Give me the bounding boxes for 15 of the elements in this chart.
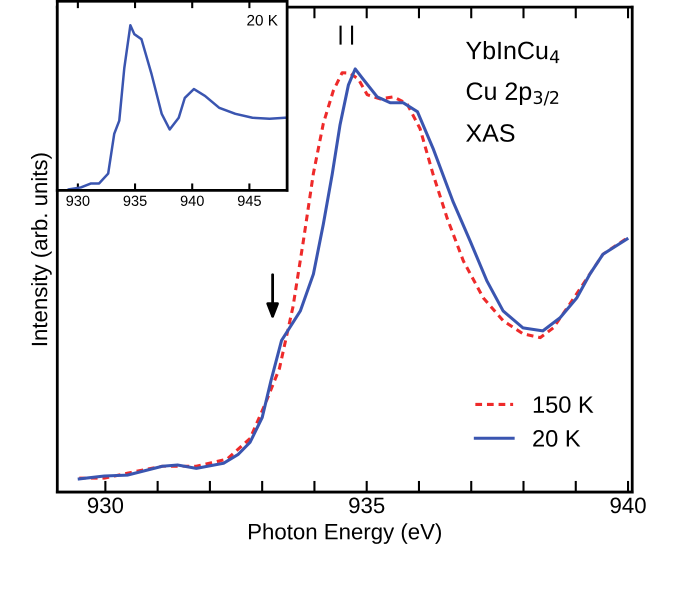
annotation: Cu 2p$_{3/2}$ [466,82,558,106]
x-tick-label: 930 [88,498,124,514]
legend-label: 20 K [533,430,580,447]
x-tick-label: 940 [180,196,204,206]
x-tick-label: 935 [349,498,384,514]
annotation: 20 K [247,14,278,26]
legend-label: 150 K [534,396,594,413]
text: YbInCu$_{4}$ [466,40,560,64]
annotation: XAS [466,124,514,142]
x-tick-label: 945 [238,196,261,206]
x-axis-title: Photon Energy (eV) [248,523,441,544]
x-tick-label: 940 [610,498,646,514]
y-axis-title: Intensity (arb. units) [31,153,52,346]
x-tick-label: 930 [66,196,90,206]
x-tick-label: 935 [124,196,147,206]
